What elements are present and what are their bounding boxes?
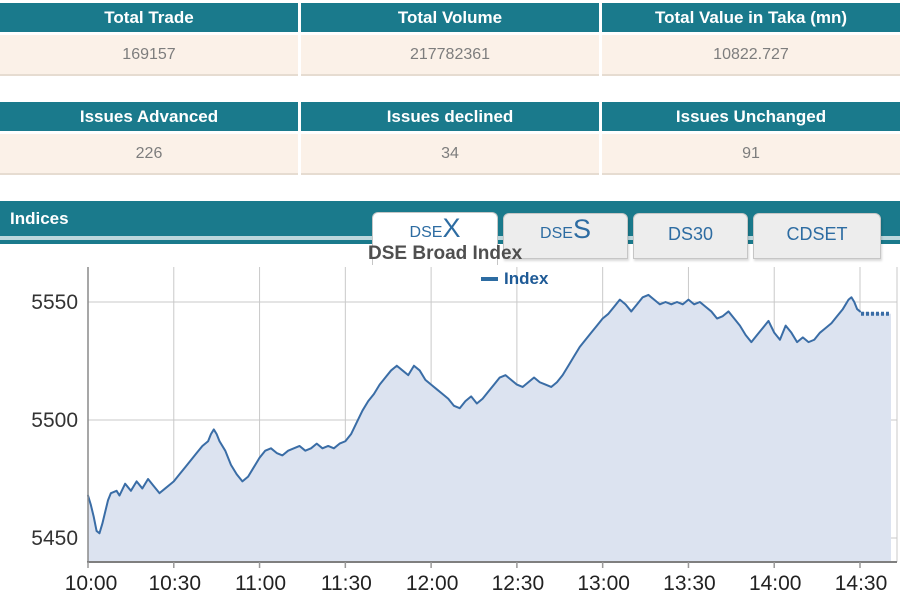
table-header-row: Issues Advanced Issues declined Issues U… <box>0 102 900 131</box>
value-total-trade: 169157 <box>0 35 298 76</box>
value-total-value: 10822.727 <box>602 35 900 76</box>
tab-dses[interactable]: DSE S <box>503 213 628 259</box>
value-issues-declined: 34 <box>301 134 599 175</box>
tab-cdset-label: CDSET <box>786 224 848 244</box>
chart-title: DSE Broad Index <box>368 243 523 264</box>
index-area-fill <box>88 294 891 562</box>
x-axis-label: 10:00 <box>65 572 118 595</box>
header-total-value: Total Value in Taka (mn) <box>602 3 900 32</box>
header-issues-advanced: Issues Advanced <box>0 102 298 131</box>
y-axis-label: 5450 <box>31 527 78 550</box>
table-value-row: 169157 217782361 10822.727 <box>0 35 900 76</box>
legend-line-marker-icon <box>481 277 498 281</box>
y-axis-label: 5550 <box>31 291 78 314</box>
value-issues-advanced: 226 <box>0 134 298 175</box>
tab-dses-label-small: DSE <box>540 225 573 242</box>
tab-cdset[interactable]: CDSET <box>753 213 881 259</box>
index-line-series <box>87 293 861 535</box>
value-total-volume: 217782361 <box>301 35 599 76</box>
header-total-trade: Total Trade <box>0 3 298 32</box>
x-axis-label: 14:30 <box>835 572 888 595</box>
x-axis-label: 13:00 <box>577 572 630 595</box>
tab-dsex[interactable]: DSE X <box>372 212 498 265</box>
summary-table-issues: Issues Advanced Issues declined Issues U… <box>0 102 900 175</box>
value-issues-unchanged: 91 <box>602 134 900 175</box>
chart-legend: Index <box>481 269 548 289</box>
x-axis-label: 12:00 <box>406 572 459 595</box>
table-value-row: 226 34 91 <box>0 134 900 175</box>
y-axis-label: 5500 <box>31 409 78 432</box>
x-axis-label: 11:00 <box>235 572 286 595</box>
x-axis-label: 10:30 <box>148 572 201 595</box>
x-axis-label: 14:00 <box>749 572 802 595</box>
tab-ds30[interactable]: DS30 <box>633 213 748 259</box>
tab-dsex-label-small: DSE <box>409 224 443 241</box>
header-total-volume: Total Volume <box>301 3 599 32</box>
tab-ds30-label: DS30 <box>667 224 714 244</box>
tab-dses-label-big: S <box>572 214 591 244</box>
x-axis-label: 13:30 <box>663 572 716 595</box>
header-issues-declined: Issues declined <box>301 102 599 131</box>
summary-table-trade: Total Trade Total Volume Total Value in … <box>0 3 900 76</box>
table-header-row: Total Trade Total Volume Total Value in … <box>0 3 900 32</box>
x-axis-label: 12:30 <box>492 572 545 595</box>
indices-section-title: Indices <box>10 209 69 228</box>
header-issues-unchanged: Issues Unchanged <box>602 102 900 131</box>
tab-dsex-label-big: X <box>442 213 461 243</box>
legend-series-label: Index <box>504 269 549 288</box>
index-area-chart: 5550 5500 5450 10:00 10:30 11:00 11:30 12:00 12:… <box>31 267 898 595</box>
x-axis-label: 11:30 <box>321 572 372 595</box>
